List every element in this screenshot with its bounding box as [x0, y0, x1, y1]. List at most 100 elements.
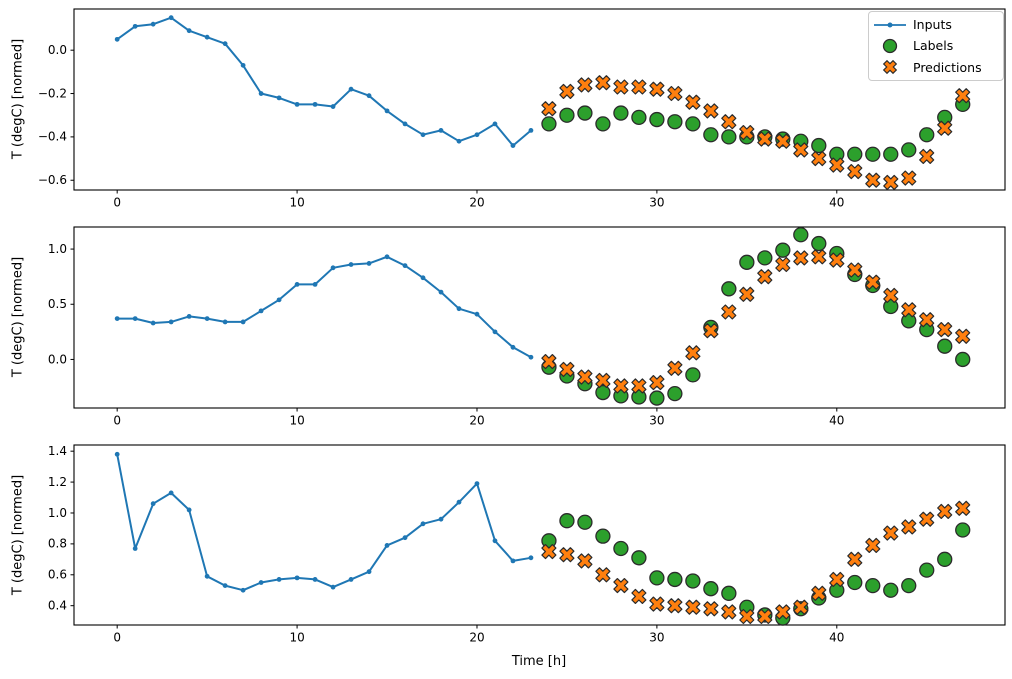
- inputs-point: [258, 91, 264, 96]
- y-tick-label: 0.5: [48, 297, 67, 311]
- inputs-point: [114, 36, 120, 42]
- inputs-point: [492, 538, 498, 544]
- prediction-point: [649, 81, 665, 97]
- label-point: [613, 540, 629, 557]
- inputs-point: [420, 275, 426, 281]
- y-tick-label: 0.6: [48, 568, 67, 582]
- inputs-point: [312, 101, 318, 107]
- label-point: [937, 551, 953, 567]
- inputs-point: [366, 93, 372, 99]
- label-point: [703, 127, 719, 143]
- label-point: [901, 142, 917, 158]
- inputs-point: [258, 308, 264, 314]
- prediction-point: [685, 345, 701, 361]
- inputs-point: [474, 132, 480, 138]
- inputs-point: [492, 329, 498, 335]
- inputs-point: [132, 23, 138, 29]
- label-point: [685, 116, 701, 132]
- label-point: [577, 514, 593, 530]
- y-axis-label-subplot-1: T (degC) [normed]: [10, 38, 26, 160]
- label-point: [739, 254, 755, 270]
- prediction-point: [811, 249, 827, 265]
- label-point: [685, 573, 701, 589]
- prediction-point: [793, 142, 809, 158]
- inputs-point: [132, 546, 138, 551]
- inputs-point: [132, 316, 138, 322]
- y-axis-label-subplot-3: T (degC) [normed]: [10, 474, 26, 596]
- prediction-point: [775, 256, 791, 273]
- prediction-point: [919, 312, 935, 328]
- label-point: [757, 250, 773, 266]
- inputs-line-icon: [869, 16, 913, 34]
- label-point: [649, 111, 665, 128]
- legend: Inputs Labels Predictions: [868, 11, 1004, 81]
- x-axis-label: Time [h]: [511, 654, 567, 669]
- inputs-point: [204, 34, 210, 40]
- x-tick-label: 10: [289, 414, 304, 428]
- inputs-dot-glyph: [887, 22, 893, 28]
- inputs-point: [312, 281, 318, 287]
- prediction-point: [955, 328, 971, 344]
- inputs-point: [258, 580, 264, 585]
- inputs-point: [222, 319, 228, 325]
- prediction-point: [829, 157, 845, 173]
- label-point: [883, 146, 899, 162]
- inputs-point: [348, 577, 354, 582]
- x-tick-label: 40: [829, 631, 844, 645]
- prediction-point: [703, 103, 719, 119]
- prediction-point: [613, 378, 629, 394]
- prediction-point: [559, 83, 575, 99]
- inputs-point: [456, 138, 462, 144]
- legend-label: Labels: [913, 38, 954, 54]
- prediction-point: [541, 544, 557, 560]
- inputs-point: [384, 543, 390, 548]
- label-point: [631, 550, 647, 566]
- inputs-point: [420, 132, 426, 138]
- prediction-point: [757, 608, 773, 625]
- series-predictions: [541, 249, 971, 394]
- y-tick-label: 1.0: [48, 506, 67, 520]
- inputs-point: [366, 569, 372, 575]
- label-point: [811, 235, 827, 252]
- prediction-point: [775, 133, 791, 149]
- labels-circle-icon: [869, 37, 913, 55]
- label-point: [775, 242, 791, 258]
- inputs-line: [116, 16, 532, 147]
- label-point: [631, 109, 647, 126]
- prediction-point: [721, 114, 737, 130]
- inputs-point: [240, 62, 246, 68]
- y-tick-label: 0.0: [48, 43, 67, 57]
- legend-icon-canvas: [874, 22, 906, 28]
- label-point: [721, 281, 737, 297]
- prediction-point: [847, 262, 863, 278]
- label-point: [613, 105, 629, 121]
- legend-icon-canvas: [882, 38, 898, 54]
- inputs-point: [384, 254, 390, 260]
- inputs-point: [366, 261, 372, 266]
- label-point: [919, 127, 935, 143]
- prediction-point: [883, 525, 899, 541]
- inputs-point: [474, 481, 480, 487]
- x-tick-label: 30: [649, 631, 664, 645]
- inputs-point: [294, 281, 300, 287]
- label-point: [667, 386, 683, 402]
- prediction-point: [595, 567, 611, 583]
- label-point: [685, 367, 701, 383]
- inputs-point: [348, 262, 354, 267]
- y-tick-label: 1.0: [48, 242, 67, 256]
- subplot-3: 0 10 20 30 40 1.4 1.2 1.0 0.8 0.6 0.4: [48, 444, 1006, 645]
- subplot-2: 0 10 20 30 40 1.0 0.5 0.0: [48, 226, 1006, 428]
- axes-frame: [73, 8, 1006, 191]
- label-point: [955, 351, 971, 368]
- series-inputs: [114, 15, 534, 148]
- prediction-point: [685, 599, 701, 615]
- prediction-point: [865, 274, 881, 290]
- prediction-point: [793, 599, 809, 615]
- label-point: [865, 577, 881, 594]
- label-point: [865, 146, 881, 162]
- label-point: [559, 107, 575, 123]
- prediction-point: [631, 588, 647, 604]
- prediction-point: [955, 500, 971, 516]
- inputs-point: [204, 316, 210, 322]
- inputs-point: [330, 584, 336, 590]
